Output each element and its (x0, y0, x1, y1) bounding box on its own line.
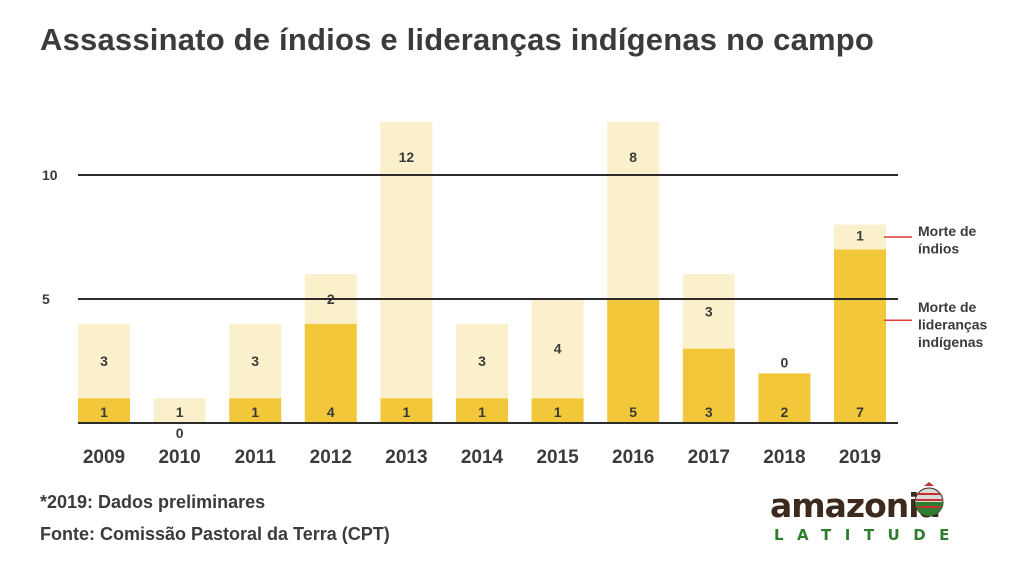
x-tick-label-2015: 2015 (536, 447, 579, 468)
label-leaders-2009: 1 (100, 404, 108, 420)
x-tick-label-2009: 2009 (83, 447, 125, 468)
amazonia-latitude-logo: amazonia LATITUDE (770, 482, 992, 556)
bar-indios-2011 (229, 323, 282, 399)
chart-title: Assassinato de índios e lideranças indíg… (40, 22, 875, 57)
legend-label-2-line-1: Morte de (918, 299, 977, 315)
bar-leaders-2015 (531, 398, 584, 423)
x-tick-label-2014: 2014 (461, 447, 504, 468)
legend-label-2-line-2: lideranças (918, 317, 987, 333)
footnote: *2019: Dados preliminares (40, 492, 266, 512)
label-indios-2011: 3 (251, 353, 259, 369)
label-indios-2016: 8 (629, 149, 637, 165)
label-indios-2015: 4 (554, 341, 562, 357)
bar-leaders-2019 (834, 249, 886, 423)
bar-leaders-2011 (229, 398, 282, 423)
bar-indios-2015 (531, 299, 584, 399)
bar-indios-2017 (682, 274, 735, 349)
y-tick-label-10: 10 (42, 167, 58, 183)
label-leaders-2016: 5 (629, 404, 637, 420)
bar-leaders-2009 (78, 398, 130, 423)
label-leaders-2015: 1 (554, 404, 562, 420)
bar-leaders-2017 (682, 348, 735, 423)
x-tick-label-2013: 2013 (385, 447, 427, 468)
label-indios-2013: 12 (399, 149, 415, 165)
legend-label-1-line-1: Morte de (918, 223, 977, 239)
bar-leaders-2018 (758, 373, 811, 423)
label-leaders-2010: 0 (176, 425, 184, 441)
legend-label-1-line-2: índios (918, 241, 959, 257)
bar-indios-2014 (456, 323, 508, 399)
label-leaders-2019: 7 (856, 404, 864, 420)
bar-indios-2013 (380, 122, 433, 399)
x-tick-label-2018: 2018 (763, 447, 805, 468)
x-tick-label-2011: 2011 (235, 447, 277, 468)
y-tick-label-5: 5 (42, 291, 50, 307)
bar-indios-2019 (834, 224, 886, 250)
label-indios-2009: 3 (100, 353, 108, 369)
x-tick-label-2019: 2019 (839, 447, 881, 468)
x-tick-label-2017: 2017 (688, 447, 730, 468)
label-indios-2010: 1 (176, 404, 184, 420)
label-leaders-2018: 2 (781, 404, 789, 420)
globe-icon (914, 482, 944, 517)
bar-indios-2010 (153, 398, 206, 423)
bar-leaders-2014 (456, 398, 508, 423)
legend-label-2-line-3: indígenas (918, 334, 984, 350)
label-indios-2014: 3 (478, 353, 486, 369)
source-note: Fonte: Comissão Pastoral da Terra (CPT) (40, 524, 390, 544)
bar-leaders-2013 (380, 398, 433, 423)
label-indios-2019: 1 (856, 228, 864, 244)
label-leaders-2011: 1 (251, 404, 259, 420)
label-indios-2017: 3 (705, 303, 713, 319)
label-leaders-2012: 4 (327, 404, 335, 420)
label-leaders-2014: 1 (478, 404, 486, 420)
label-leaders-2017: 3 (705, 404, 713, 420)
logo-subtitle: LATITUDE (774, 526, 963, 544)
x-tick-label-2016: 2016 (612, 447, 654, 468)
x-tick-label-2010: 2010 (158, 447, 200, 468)
bar-indios-2009 (78, 323, 130, 399)
bar-indios-2016 (607, 122, 660, 299)
label-indios-2018: 0 (781, 354, 789, 370)
bar-leaders-2016 (607, 299, 660, 423)
label-leaders-2013: 1 (403, 404, 411, 420)
logo-wordmark: amazonia (770, 486, 941, 525)
x-tick-label-2012: 2012 (310, 447, 352, 468)
bar-leaders-2012 (304, 323, 357, 423)
